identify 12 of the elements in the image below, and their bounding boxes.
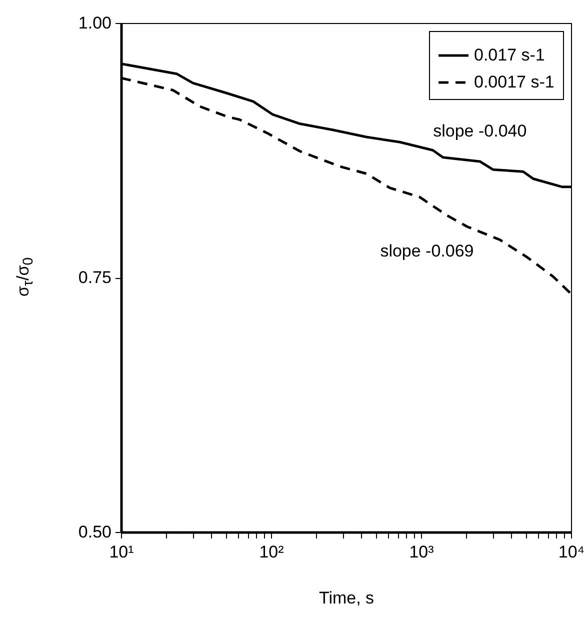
annotation: slope -0.069	[380, 241, 474, 260]
legend-label: 0.0017 s-1	[474, 72, 554, 92]
y-tick-label: 0.50	[78, 522, 112, 542]
y-tick-label: 0.75	[78, 268, 112, 287]
y-tick-label: 1.00	[78, 14, 112, 32]
x-tick-label: 10³	[409, 542, 434, 562]
x-tick-label: 10¹	[109, 542, 134, 562]
x-axis-title: Time, s	[318, 588, 374, 608]
x-tick-label: 10²	[259, 542, 284, 562]
legend-label: 0.017 s-1	[474, 46, 545, 64]
annotation: slope -0.040	[433, 121, 527, 140]
x-tick-label: 10⁴	[558, 542, 585, 562]
